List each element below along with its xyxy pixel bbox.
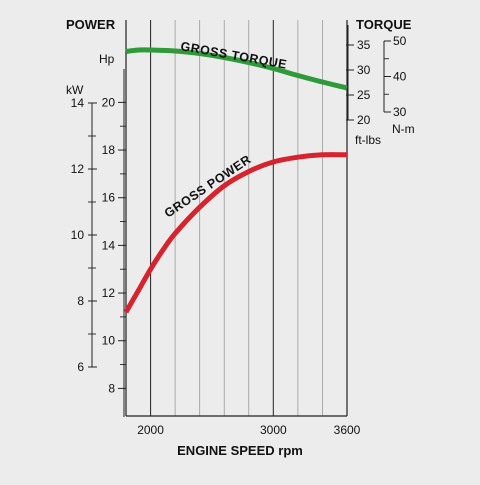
- nm-tick-label: 30: [393, 105, 407, 119]
- hp-tick-label: 18: [102, 143, 116, 157]
- x-axis-title: ENGINE SPEED rpm: [177, 443, 303, 458]
- x-tick-label: 3600: [334, 423, 361, 437]
- right-axis-title: TORQUE: [356, 17, 412, 32]
- ftlbs-unit-label: ft-lbs: [355, 133, 381, 147]
- nm-tick-label: 50: [393, 34, 407, 48]
- nm-tick-label: 40: [393, 70, 407, 84]
- hp-tick-label: 20: [102, 95, 116, 109]
- kw-tick-label: 10: [71, 228, 85, 242]
- series-label-gross-torque: GROSS TORQUE: [179, 39, 288, 72]
- ftlbs-tick-label: 25: [357, 88, 371, 102]
- hp-tick-label: 14: [102, 238, 116, 252]
- kw-unit-label: kW: [66, 83, 84, 97]
- kw-tick-label: 12: [71, 162, 85, 176]
- kw-tick-label: 6: [77, 360, 84, 374]
- hp-tick-label: 8: [108, 381, 115, 395]
- nm-unit-label: N-m: [392, 122, 415, 136]
- hp-tick-label: 10: [102, 334, 116, 348]
- x-tick-label: 2000: [137, 423, 164, 437]
- axes: 2000 3000 3600 8 10 12 14 16 18 20 6 8 10 12 14 20 25 30 3…: [71, 20, 407, 437]
- ftlbs-tick-label: 20: [357, 113, 371, 127]
- kw-tick-label: 14: [71, 96, 85, 110]
- series-label-gross-power: GROSS POWER: [162, 152, 254, 220]
- series-lines: [123, 47, 348, 314]
- kw-tick-label: 8: [77, 294, 84, 308]
- ftlbs-tick-label: 30: [357, 63, 371, 77]
- series-line-gross-power: [123, 152, 348, 314]
- left-axis-title: POWER: [66, 17, 116, 32]
- hp-unit-label: Hp: [99, 52, 115, 66]
- grid-lines: [150, 20, 323, 416]
- hp-tick-label: 16: [102, 191, 116, 205]
- x-tick-label: 3000: [260, 423, 287, 437]
- hp-tick-label: 12: [102, 286, 116, 300]
- ftlbs-tick-label: 35: [357, 38, 371, 52]
- series-line-gross-torque: [125, 47, 348, 91]
